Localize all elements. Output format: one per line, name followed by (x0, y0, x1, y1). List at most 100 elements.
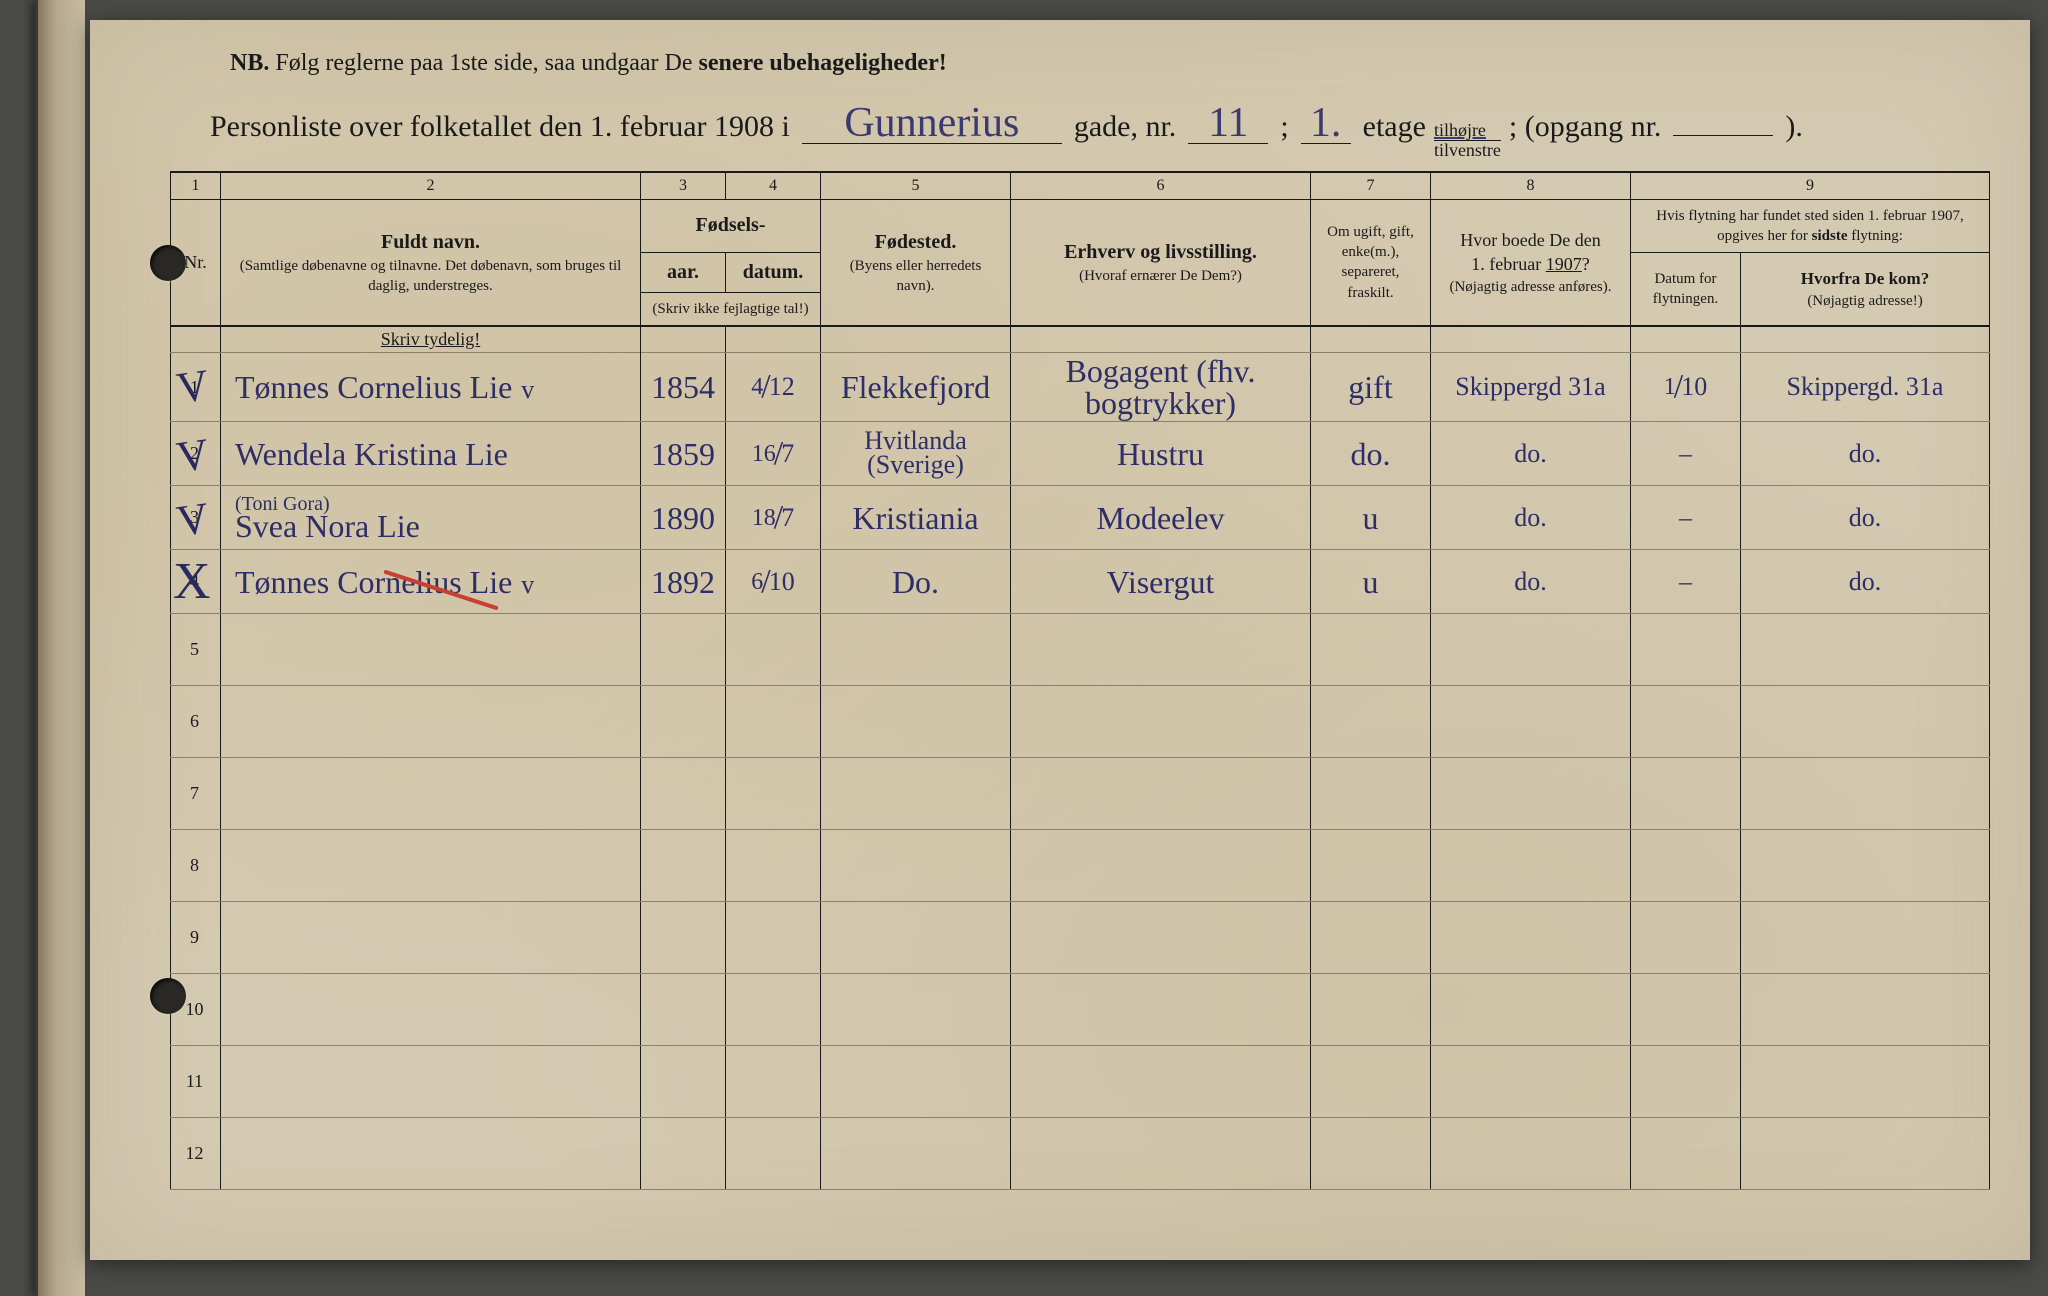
move-date-cell: 1/10 (1631, 353, 1741, 422)
title-prefix: Personliste over folketallet den 1. febr… (210, 110, 790, 144)
row-number-cell: 11 (171, 1046, 221, 1118)
row-number-cell: 9 (171, 902, 221, 974)
birthplace-cell: Hvitlanda(Sverige) (821, 422, 1011, 486)
row-number-cell: 12 (171, 1118, 221, 1190)
move-date-cell: – (1631, 486, 1741, 550)
hdr-prev-s: (Nøjagtig adresse anføres). (1439, 277, 1622, 297)
opgang-fill (1673, 135, 1773, 136)
table-row: V3 (Toni Gora)Svea Nora Lie 1890 18/7 Kr… (171, 486, 1990, 550)
move-from-cell: do. (1741, 422, 1990, 486)
table-row: X4 Tønnes Cornelius Lie v 1892 6/10 Do. … (171, 550, 1990, 614)
hdr-fodested-s: (Byens eller herredets navn). (829, 256, 1002, 297)
hdr-move-from-s: (Nøjagtig adresse!) (1749, 291, 1981, 311)
hdr-datum: datum. (726, 253, 821, 293)
prev-addr-cell: Skippergd 31a (1431, 353, 1631, 422)
move-from-cell: do. (1741, 550, 1990, 614)
prev-addr-cell: do. (1431, 422, 1631, 486)
marital-cell: u (1311, 550, 1431, 614)
table-row-empty: 7 (171, 758, 1990, 830)
census-table: 1 2 3 4 5 6 7 8 9 Nr. Fuldt navn. (Samtl… (170, 171, 1990, 1190)
nb-prefix: NB. (230, 50, 269, 76)
name-cell: (Toni Gora)Svea Nora Lie (221, 486, 641, 550)
table-row-empty: 11 (171, 1046, 1990, 1118)
hdr-name-title: Fuldt navn. (229, 229, 632, 256)
table-row-empty: 5 (171, 614, 1990, 686)
nb-text-b: senere ubehageligheder! (699, 50, 947, 76)
x-mark-icon: X (173, 552, 211, 611)
nb-warning-line: NB. Følg reglerne paa 1ste side, saa und… (230, 50, 1990, 77)
marital-cell: gift (1311, 353, 1431, 422)
hdr-move-title: Hvis flytning har fundet sted siden 1. f… (1631, 199, 1990, 253)
move-date-cell: – (1631, 422, 1741, 486)
row-number-cell: 7 (171, 758, 221, 830)
colnum-9: 9 (1631, 172, 1990, 199)
colnum-6: 6 (1011, 172, 1311, 199)
hdr-name: Fuldt navn. (Samtlige døbenavne og tilna… (221, 199, 641, 326)
column-number-row: 1 2 3 4 5 6 7 8 9 (171, 172, 1990, 199)
name-cell: Tønnes Cornelius Lie v (221, 550, 641, 614)
occupation-cell: Bogagent (fhv. bogtrykker) (1011, 353, 1311, 422)
marital-cell: u (1311, 486, 1431, 550)
colnum-1: 1 (171, 172, 221, 199)
nb-text-a: Følg reglerne paa 1ste side, saa undgaar… (275, 50, 692, 76)
hdr-move-date: Datum for flytningen. (1631, 253, 1741, 327)
title-etage: etage (1363, 110, 1426, 144)
row-number-cell: V3 (171, 486, 221, 550)
census-form-page: NB. Følg reglerne paa 1ste side, saa und… (90, 20, 2030, 1260)
row-number-cell: 8 (171, 830, 221, 902)
table-row-empty: 12 (171, 1118, 1990, 1190)
date-cell: 6/10 (726, 550, 821, 614)
street-number-fill: 11 (1188, 105, 1268, 144)
hdr-erhverv: Erhverv og livsstilling. (Hvoraf ernærer… (1011, 199, 1311, 326)
hdr-prev: Hvor boede De den1. februar 1907? (Nøjag… (1431, 199, 1631, 326)
table-row: V2 Wendela Kristina Lie 1859 16/7 Hvitla… (171, 422, 1990, 486)
floor-fill: 1. (1301, 105, 1351, 144)
row-number-cell: 10 (171, 974, 221, 1046)
year-cell: 1854 (641, 353, 726, 422)
check-mark-icon: V (174, 359, 213, 414)
hdr-prev-t: Hvor boede De den1. februar 1907? (1439, 228, 1622, 277)
header-row-1: Nr. Fuldt navn. (Samtlige døbenavne og t… (171, 199, 1990, 253)
colnum-7: 7 (1311, 172, 1431, 199)
hdr-move-from-t: Hvorfra De kom? (1749, 268, 1981, 291)
title-opgang-prefix: ; (opgang nr. (1509, 110, 1661, 144)
row-number-cell: 5 (171, 614, 221, 686)
table-row-empty: 10 (171, 974, 1990, 1046)
colnum-2: 2 (221, 172, 641, 199)
colnum-4: 4 (726, 172, 821, 199)
skriv-tydelig-row: Skriv tydelig! (171, 326, 1990, 353)
year-cell: 1859 (641, 422, 726, 486)
hdr-fodested-t: Fødested. (829, 229, 1002, 256)
hdr-erhverv-s: (Hvoraf ernærer De Dem?) (1019, 266, 1302, 286)
year-cell: 1892 (641, 550, 726, 614)
date-cell: 4/12 (726, 353, 821, 422)
title-end: ). (1785, 110, 1803, 144)
page-stack-edge (35, 0, 85, 1296)
hdr-fodsels: Fødsels- (641, 199, 821, 253)
prev-addr-cell: do. (1431, 486, 1631, 550)
date-cell: 16/7 (726, 422, 821, 486)
birthplace-cell: Do. (821, 550, 1011, 614)
colnum-5: 5 (821, 172, 1011, 199)
hdr-erhverv-t: Erhverv og livsstilling. (1019, 239, 1302, 266)
street-name-fill: Gunnerius (802, 105, 1062, 144)
side-fraction: tilhøjre tilvenstre (1434, 121, 1501, 159)
marital-cell: do. (1311, 422, 1431, 486)
form-title-line: Personliste over folketallet den 1. febr… (210, 105, 1990, 159)
move-date-cell: – (1631, 550, 1741, 614)
title-semi: ; (1280, 110, 1288, 144)
year-cell: 1890 (641, 486, 726, 550)
tilvenstre-label: tilvenstre (1434, 141, 1501, 159)
birthplace-cell: Kristiania (821, 486, 1011, 550)
check-mark-icon: V (174, 492, 213, 547)
skriv-tydelig-cell: Skriv tydelig! (221, 326, 641, 353)
table-body: Skriv tydelig! V1 Tønnes Cornelius Lie v… (171, 326, 1990, 1190)
title-gade: gade, nr. (1074, 110, 1176, 144)
name-cell: Tønnes Cornelius Lie v (221, 353, 641, 422)
occupation-cell: Visergut (1011, 550, 1311, 614)
punch-hole-icon (150, 245, 186, 281)
tilhojre-label: tilhøjre (1434, 121, 1501, 141)
table-header: 1 2 3 4 5 6 7 8 9 Nr. Fuldt navn. (Samtl… (171, 172, 1990, 326)
row-number-cell: X4 (171, 550, 221, 614)
move-from-cell: do. (1741, 486, 1990, 550)
